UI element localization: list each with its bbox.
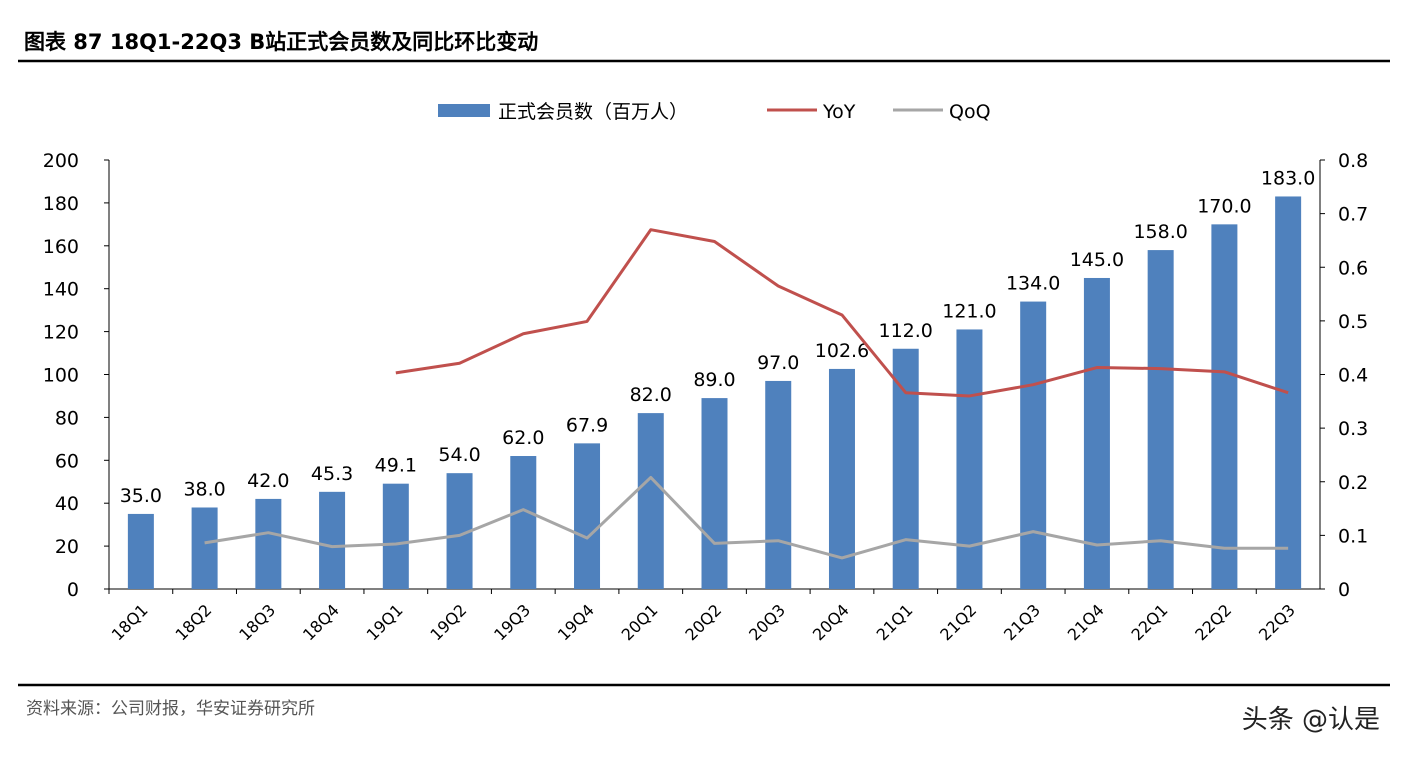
bar-value-label: 97.0 [757, 352, 799, 374]
bar-18Q4 [319, 491, 346, 589]
x-tick-label: 21Q3 [1000, 600, 1044, 644]
plot-area: 0 20 40 60 80 100 120 140 160 180 200 0 0.1 0.2 0.3 0.4… [43, 150, 1368, 644]
legend: 正式会员数（百万人） YoY QoQ [438, 101, 991, 123]
bar-value-label: 42.0 [247, 470, 289, 492]
bar-value-label: 62.0 [502, 427, 544, 449]
bar-20Q2 [701, 398, 728, 589]
left-tick-label: 20 [55, 536, 79, 558]
left-tick-label: 200 [43, 150, 79, 172]
right-tick-label: 0.3 [1338, 418, 1368, 440]
x-tick-label: 21Q2 [936, 600, 980, 644]
left-tick-label: 160 [43, 236, 79, 258]
right-tick-label: 0 [1338, 579, 1350, 601]
bar-22Q1 [1147, 250, 1174, 589]
x-tick-label: 21Q1 [873, 600, 917, 644]
bar-20Q3 [765, 380, 792, 589]
bar-value-label: 67.9 [566, 414, 608, 436]
right-tick-label: 0.5 [1338, 311, 1368, 333]
legend-label-bar: 正式会员数（百万人） [498, 101, 688, 123]
left-tick-label: 100 [43, 365, 79, 387]
x-tick-label: 20Q1 [618, 600, 662, 644]
right-tick-label: 0.2 [1338, 472, 1368, 494]
x-tick-label: 18Q4 [299, 600, 343, 644]
bar-21Q2 [956, 329, 983, 589]
bar-value-label: 158.0 [1133, 221, 1187, 243]
right-tick-label: 0.6 [1338, 257, 1368, 279]
bar-value-label: 112.0 [879, 320, 933, 342]
bar-22Q2 [1211, 224, 1238, 589]
bar-21Q4 [1083, 277, 1110, 589]
qoq-line [204, 475, 1289, 560]
x-tick-label: 18Q3 [235, 600, 279, 644]
x-tick-label: 19Q1 [363, 600, 407, 644]
bar-20Q1 [637, 413, 664, 589]
left-tick-label: 180 [43, 193, 79, 215]
bar-value-label: 89.0 [693, 369, 735, 391]
bar-value-label: 45.3 [311, 463, 353, 485]
bar-value-label: 49.1 [375, 455, 417, 477]
bar-20Q4 [828, 368, 855, 589]
bar-value-label: 145.0 [1070, 249, 1124, 271]
bar-18Q3 [255, 498, 282, 589]
x-tick-label: 22Q3 [1255, 600, 1299, 644]
right-tick-label: 0.1 [1338, 525, 1368, 547]
page-title: 图表 87 18Q1-22Q3 B站正式会员数及同比环比变动 [24, 30, 538, 54]
x-tick-label: 20Q3 [745, 600, 789, 644]
legend-label-yoy: YoY [822, 101, 856, 123]
bar-18Q1 [127, 513, 154, 589]
x-tick-label: 19Q4 [554, 600, 598, 644]
legend-label-qoq: QoQ [949, 101, 991, 123]
x-tick-label: 19Q2 [426, 600, 470, 644]
right-tick-label: 0.4 [1338, 365, 1368, 387]
bar-value-label: 82.0 [630, 384, 672, 406]
bar-21Q1 [892, 348, 919, 589]
x-tick-label: 21Q4 [1064, 600, 1108, 644]
x-tick-label: 19Q3 [490, 600, 534, 644]
watermark: 头条 @认是 [1242, 705, 1380, 735]
bar-value-label: 54.0 [438, 444, 480, 466]
source-note: 资料来源：公司财报，华安证券研究所 [26, 699, 315, 719]
right-tick-label: 0.8 [1338, 150, 1368, 172]
bar-19Q4 [574, 443, 601, 589]
bar-18Q2 [191, 507, 218, 589]
yoy-line [395, 228, 1289, 398]
x-tick-label: 22Q1 [1128, 600, 1172, 644]
bar-value-label: 170.0 [1197, 195, 1251, 217]
bar-19Q1 [382, 483, 409, 589]
legend-swatch-bar [438, 104, 490, 117]
bar-value-label: 35.0 [120, 485, 162, 507]
x-tick-label: 22Q2 [1191, 600, 1235, 644]
left-tick-label: 80 [55, 407, 79, 429]
x-tick-label: 20Q2 [681, 600, 725, 644]
left-tick-label: 120 [43, 322, 79, 344]
left-tick-label: 140 [43, 279, 79, 301]
bar-value-label: 121.0 [942, 300, 996, 322]
bar-value-label: 38.0 [183, 478, 225, 500]
x-tick-label: 18Q1 [108, 600, 152, 644]
x-tick-label: 18Q2 [171, 600, 215, 644]
bar-19Q3 [510, 456, 537, 589]
left-tick-label: 60 [55, 450, 79, 472]
bar-value-label: 102.6 [815, 340, 869, 362]
right-tick-label: 0.7 [1338, 204, 1368, 226]
bar-value-label: 134.0 [1006, 273, 1060, 295]
left-tick-label: 0 [67, 579, 79, 601]
left-tick-label: 40 [55, 493, 79, 515]
x-tick-label: 20Q4 [809, 600, 853, 644]
bar-21Q3 [1020, 301, 1047, 589]
bar-value-label: 183.0 [1261, 167, 1315, 189]
